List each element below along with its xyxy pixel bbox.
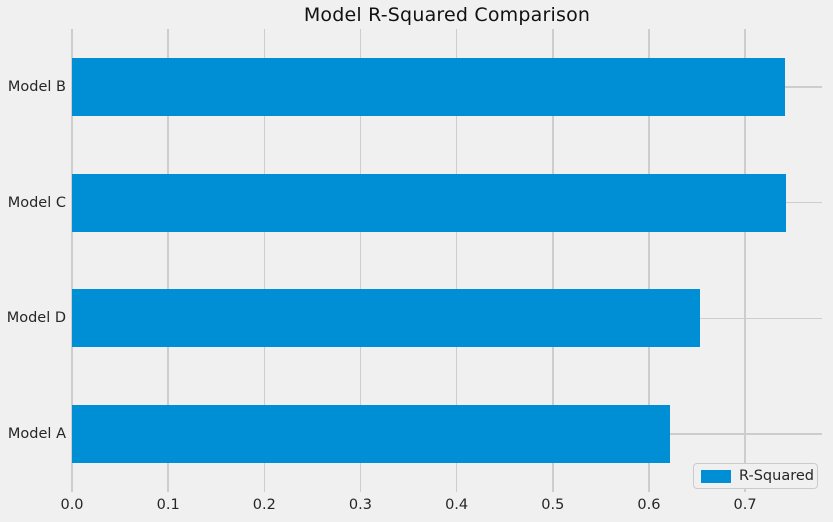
bar-model-a xyxy=(72,405,671,464)
y-tick-label: Model A xyxy=(7,426,66,443)
x-gridline xyxy=(359,29,362,492)
x-gridline xyxy=(263,29,266,492)
x-gridline xyxy=(71,29,73,492)
x-tick-label: 0.0 xyxy=(60,497,84,513)
x-tick-label: 0.4 xyxy=(445,497,469,513)
legend-swatch-icon xyxy=(701,469,731,483)
y-axis-labels: Model B Model C Model D Model A xyxy=(0,0,72,522)
x-tick-label: 0.6 xyxy=(637,497,661,513)
x-tick-label: 0.5 xyxy=(541,497,565,513)
x-gridline xyxy=(552,29,554,492)
y-tick-label: Model D xyxy=(6,310,66,327)
x-tick-label: 0.1 xyxy=(156,497,180,513)
legend-label: R-Squared xyxy=(739,468,814,484)
x-tick-label: 0.7 xyxy=(733,497,757,513)
bar-model-c xyxy=(72,173,787,232)
x-tick-label: 0.3 xyxy=(348,497,372,513)
chart-title: Model R-Squared Comparison xyxy=(303,4,591,26)
x-gridline xyxy=(455,29,458,492)
bar-model-d xyxy=(72,289,700,348)
x-gridline xyxy=(648,29,650,492)
bar-model-b xyxy=(72,57,786,116)
legend: R-Squared xyxy=(693,463,818,489)
y-tick-label: Model B xyxy=(7,78,66,95)
x-gridline xyxy=(167,29,169,492)
plot-area xyxy=(71,29,822,492)
x-tick-label: 0.2 xyxy=(252,497,276,513)
x-gridline xyxy=(744,29,746,492)
y-tick-label: Model C xyxy=(7,194,66,211)
